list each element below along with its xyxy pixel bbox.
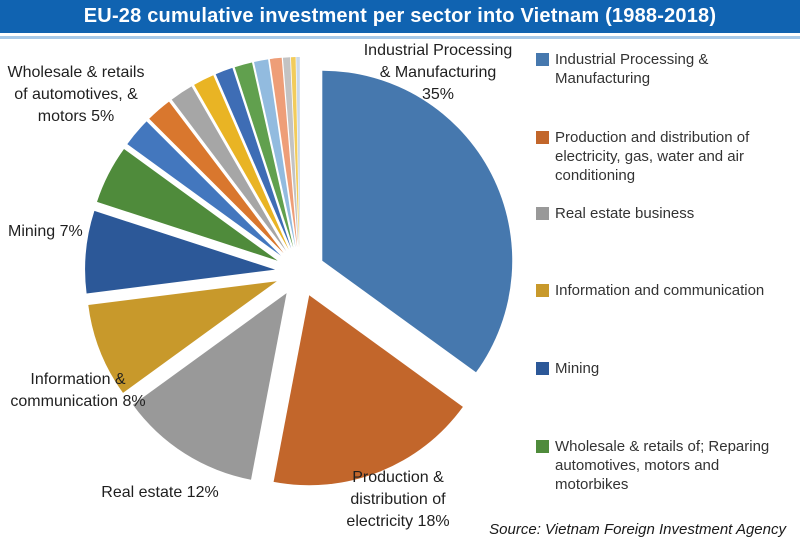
legend-label: Real estate business <box>555 205 695 222</box>
legend-item: Mining <box>536 359 792 378</box>
pie-slice-mining <box>85 210 276 294</box>
legend-item: Industrial Processing & Manufacturing <box>536 50 792 88</box>
legend-label: Production and distribution of electrici… <box>555 129 750 184</box>
pie-slice-wholesale-retails-of-reparing-automotive <box>97 149 278 261</box>
legend-item: Information and communication <box>536 281 792 300</box>
callout-mining: Mining 7% <box>8 223 83 240</box>
pie-slice-production-and-distribution-of-electrici <box>273 295 463 486</box>
pie-slice-other-sector-9 <box>282 57 299 248</box>
legend-item: Production and distribution of electrici… <box>536 128 792 185</box>
pie-slice-other-sector-6 <box>234 62 294 248</box>
legend-label: Mining <box>555 360 600 377</box>
pie-slice-other-sector-5 <box>215 67 292 249</box>
legend-swatch <box>536 440 549 453</box>
pie-slice-other-sector-11 <box>296 56 300 248</box>
legend-swatch <box>536 207 549 220</box>
pie-slice-other-sector-3 <box>171 86 287 252</box>
callout-industrial-processing: Industrial Processing & Manufacturing 35… <box>363 42 513 103</box>
legend-swatch <box>536 53 549 66</box>
pie-slice-information-and-communication <box>88 281 277 393</box>
legend-label: Wholesale & retails of; Reparing automot… <box>555 438 770 493</box>
legend-label: Information and communication <box>555 282 765 299</box>
pie-slice-other-sector-7 <box>254 59 296 248</box>
legend-swatch <box>536 284 549 297</box>
callout-production-distribution: Production & distribution of electricity… <box>346 469 450 530</box>
legend-swatch <box>536 362 549 375</box>
page-title: EU-28 cumulative investment per sector i… <box>83 5 717 27</box>
pie-slice-industrial-processing-manufacturing <box>322 70 513 373</box>
pie-slice-other-sector-4 <box>194 75 289 250</box>
title-underline <box>0 36 800 39</box>
callout-real-estate: Real estate 12% <box>101 484 219 501</box>
pie-slice-other-sector-2 <box>149 101 284 254</box>
callout-wholesale-retails: Wholesale & retails of automotives, & mo… <box>7 64 145 125</box>
legend-label: Industrial Processing & Manufacturing <box>555 51 709 87</box>
legend-item: Wholesale & retails of; Reparing automot… <box>536 437 792 494</box>
legend-item: Real estate business <box>536 204 792 223</box>
pie-slice-other-sector-1 <box>127 121 281 256</box>
source-note: Source: Vietnam Foreign Investment Agenc… <box>489 521 786 538</box>
legend-swatch <box>536 131 549 144</box>
callout-information-communication: Information & communication 8% <box>10 371 146 410</box>
chart-legend: Industrial Processing & Manufacturing Pro… <box>536 0 792 510</box>
pie-slice-other-sector-10 <box>290 57 300 247</box>
pie-slice-other-sector-8 <box>269 57 298 248</box>
pie-slice-real-estate-business <box>132 293 287 480</box>
title-bar: EU-28 cumulative investment per sector i… <box>0 0 800 33</box>
